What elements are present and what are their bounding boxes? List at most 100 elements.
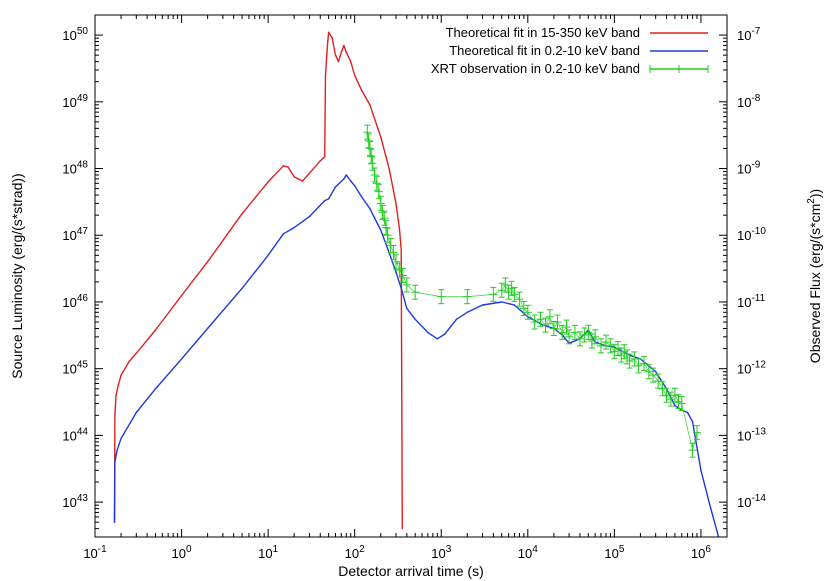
x-tick-label-exp: 0 xyxy=(186,544,192,555)
x-tick-label: 10-1 xyxy=(83,544,107,561)
x-tick-label: 102 xyxy=(345,544,365,561)
theoretical-fit-in-0-2-10-kev-band-point xyxy=(674,404,676,407)
xrt-observation-in-0-2-10-kev-band-point xyxy=(580,327,589,343)
xrt-observation-in-0-2-10-kev-band-point xyxy=(402,277,411,293)
y2-tick-label-exp: -11 xyxy=(751,293,765,304)
xrt-observation-in-0-2-10-kev-band-point xyxy=(370,167,379,183)
theoretical-fit-in-15-350-kev-band-point xyxy=(308,172,311,174)
theoretical-fit-in-0-2-10-kev-band-point xyxy=(114,461,116,463)
theoretical-fit-in-0-2-10-kev-band-point xyxy=(655,371,657,373)
xrt-observation-in-0-2-10-kev-band-point xyxy=(364,133,373,149)
y-tick-label-base: 10 xyxy=(62,95,76,110)
series-layer xyxy=(113,31,720,537)
theoretical-fit-in-15-350-kev-band-point xyxy=(135,352,137,354)
xrt-observation-in-0-2-10-kev-band-point xyxy=(591,329,600,345)
theoretical-fit-in-15-350-kev-band-point xyxy=(360,89,363,91)
x-tick-label-base: 10 xyxy=(691,546,705,561)
y-tick-label-exp: 46 xyxy=(77,293,89,304)
theoretical-fit-in-0-2-10-kev-band-point xyxy=(116,449,118,451)
theoretical-fit-in-0-2-10-kev-band-point xyxy=(691,421,694,423)
theoretical-fit-in-0-2-10-kev-band-point xyxy=(401,289,403,291)
xrt-observation-in-0-2-10-kev-band-point xyxy=(549,321,558,337)
theoretical-fit-in-15-350-kev-band-point xyxy=(401,528,403,530)
theoretical-fit-in-15-350-kev-band-point xyxy=(388,167,390,170)
x-tick-label-base: 10 xyxy=(518,546,532,561)
x-tick-label: 101 xyxy=(258,544,278,561)
y-tick-label: 1050 xyxy=(62,26,88,43)
x-tick-label: 100 xyxy=(172,544,192,561)
xrt-observation-in-0-2-10-kev-band-point xyxy=(383,227,392,243)
legend-item: Theoretical fit in 15-350 keV band xyxy=(446,25,708,40)
theoretical-fit-in-15-350-kev-band-point xyxy=(287,166,289,168)
y-tick-label-base: 10 xyxy=(62,362,76,377)
y-axis-label: Source Luminosity (erg/(s*strad)) xyxy=(9,173,25,378)
xrt-observation-in-0-2-10-kev-band-point xyxy=(630,351,639,367)
theoretical-fit-in-0-2-10-kev-band-point xyxy=(154,388,157,390)
xrt-observation-in-0-2-10-kev-band-point xyxy=(596,338,605,354)
theoretical-fit-in-0-2-10-kev-band-point xyxy=(501,301,503,303)
xrt-observation-in-0-2-10-kev-band-point xyxy=(380,210,389,226)
xrt-observation-in-0-2-10-kev-band-point xyxy=(519,300,528,316)
y2-tick-label-base: 10 xyxy=(737,228,751,243)
y-tick-label: 1049 xyxy=(62,93,88,110)
y2-tick-label-exp: -14 xyxy=(751,493,766,504)
y2-axis-label-main: Observed Flux (erg/(s*cm xyxy=(807,204,823,363)
theoretical-fit-in-0-2-10-kev-band-point xyxy=(369,208,371,210)
xrt-observation-in-0-2-10-kev-band-point xyxy=(391,254,400,270)
theoretical-fit-in-15-350-kev-band-point xyxy=(293,176,295,178)
x-tick-label-base: 10 xyxy=(258,546,272,561)
y-tick-label: 1045 xyxy=(62,360,88,377)
theoretical-fit-in-0-2-10-kev-band-point xyxy=(327,198,330,200)
legend-label: Theoretical fit in 15-350 keV band xyxy=(446,25,640,40)
theoretical-fit-in-15-350-kev-band-point xyxy=(241,213,243,215)
theoretical-fit-in-0-2-10-kev-band-point xyxy=(282,233,285,235)
xrt-observation-in-0-2-10-kev-band-point xyxy=(570,324,579,340)
theoretical-fit-in-0-2-10-kev-band-point xyxy=(686,411,689,414)
xrt-observation-in-0-2-10-kev-band-point xyxy=(662,387,671,403)
xrt-observation-in-0-2-10-kev-band-point xyxy=(553,314,562,330)
legend-label: XRT observation in 0.2-10 keV band xyxy=(431,61,640,76)
xrt-observation-in-0-2-10-kev-band-point xyxy=(649,367,658,383)
y2-tick-label: 10-13 xyxy=(737,426,766,443)
theoretical-fit-in-15-350-kev-band-point xyxy=(206,261,209,263)
theoretical-fit-in-15-350-kev-band-point xyxy=(331,37,333,39)
y-tick-label: 1043 xyxy=(62,493,88,510)
plot-frame xyxy=(94,14,728,538)
y2-tick-label-exp: -7 xyxy=(751,26,760,37)
y2-tick-label: 10-9 xyxy=(737,160,761,177)
legend-item: Theoretical fit in 0.2-10 keV band xyxy=(449,43,708,58)
theoretical-fit-in-0-2-10-kev-band-point xyxy=(700,469,702,471)
x-tick-label: 103 xyxy=(431,544,451,561)
y2-tick-label: 10-14 xyxy=(737,493,766,510)
x-tick-label-exp: 1 xyxy=(273,544,279,555)
xrt-observation-in-0-2-10-kev-band-point xyxy=(601,334,610,350)
theoretical-fit-in-0-2-10-kev-band-point xyxy=(427,331,429,334)
y2-tick-label: 10-11 xyxy=(737,293,766,310)
y2-tick-label-base: 10 xyxy=(737,428,751,443)
x-tick-label-exp: 5 xyxy=(619,544,625,555)
y2-axis-label-sup: 2 xyxy=(806,198,817,204)
y2-tick-label-exp: -8 xyxy=(751,93,760,104)
theoretical-fit-in-15-350-kev-band-point xyxy=(369,104,371,106)
x-tick-label-exp: 2 xyxy=(359,544,365,555)
legend-item: XRT observation in 0.2-10 keV band xyxy=(431,61,709,76)
legend-label: Theoretical fit in 0.2-10 keV band xyxy=(449,43,640,58)
y2-tick-label: 10-12 xyxy=(737,360,766,377)
y-tick-label-exp: 47 xyxy=(77,226,89,237)
xrt-observation-in-0-2-10-kev-band-point xyxy=(613,341,622,357)
y-tick-label-base: 10 xyxy=(62,28,76,43)
y2-tick-label-exp: -12 xyxy=(751,360,766,371)
theoretical-fit-in-15-350-kev-band-point xyxy=(282,165,285,167)
y-tick-label-exp: 48 xyxy=(77,160,89,171)
theoretical-fit-in-15-350-kev-band-point xyxy=(337,60,340,63)
theoretical-fit-in-0-2-10-kev-band-point xyxy=(414,318,416,320)
theoretical-fit-in-0-2-10-kev-band-point xyxy=(345,174,347,176)
theoretical-fit-in-0-2-10-kev-band-point xyxy=(334,186,337,188)
xrt-observation-in-0-2-10-kev-band-point xyxy=(587,333,596,349)
xrt-observation-in-0-2-10-kev-band-point xyxy=(670,387,679,403)
xrt-observation-in-0-2-10-kev-band-point xyxy=(398,267,407,283)
xrt-observation-in-0-2-10-kev-band-point xyxy=(530,314,539,330)
xrt-observation-in-0-2-10-kev-band-point xyxy=(677,396,686,412)
theoretical-fit-in-0-2-10-kev-band-point xyxy=(343,178,345,180)
